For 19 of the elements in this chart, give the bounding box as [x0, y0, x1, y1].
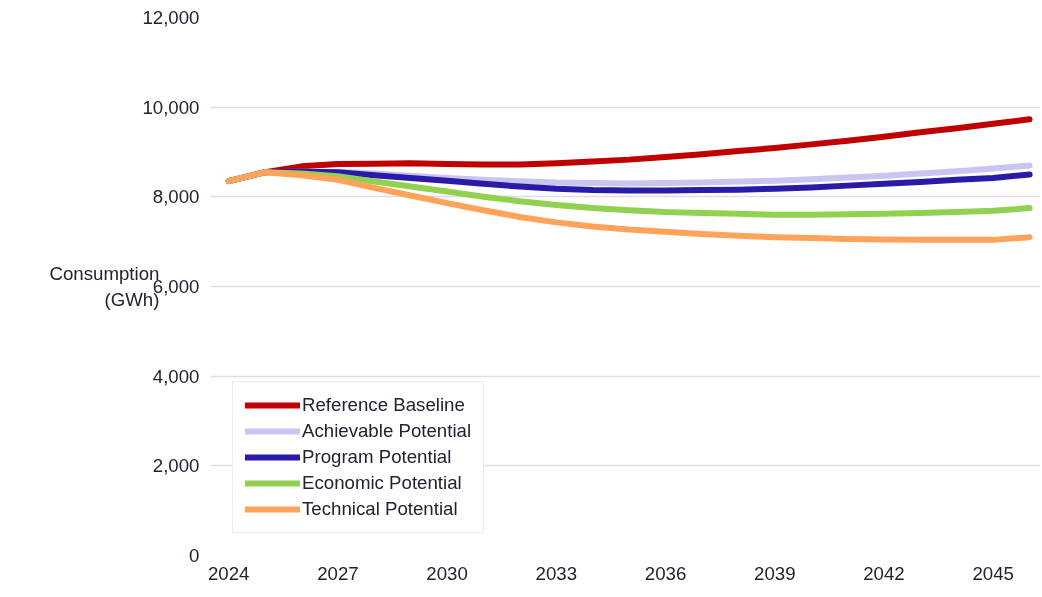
- x-tick-label: 2039: [754, 562, 796, 584]
- legend-label: Program Potential: [302, 446, 452, 468]
- x-tick-label: 2027: [317, 562, 359, 584]
- y-tick-label: 12,000: [142, 7, 200, 28]
- y-tick-label: 4,000: [152, 365, 200, 387]
- legend-label: Reference Baseline: [302, 394, 465, 416]
- y-tick-label: 0: [189, 545, 200, 566]
- x-tick-label: 2024: [207, 562, 250, 584]
- x-tick-label: 2033: [535, 562, 578, 584]
- y-tick-label: 10,000: [142, 96, 200, 118]
- x-tick-label: 2042: [863, 562, 905, 584]
- x-tick-label: 2036: [644, 562, 687, 584]
- legend-label: Economic Potential: [302, 472, 462, 494]
- y-tick-label: 8,000: [152, 186, 200, 208]
- legend-label: Technical Potential: [302, 498, 458, 520]
- x-tick-label: 2030: [426, 562, 468, 584]
- legend-label: Achievable Potential: [302, 420, 472, 442]
- y-tick-label: 2,000: [152, 455, 200, 477]
- x-tick-label: 2045: [972, 562, 1014, 584]
